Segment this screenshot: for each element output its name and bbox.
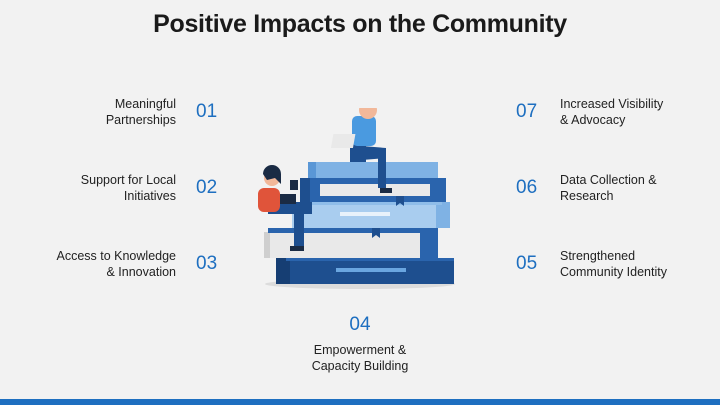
label-line: Initiatives (123, 189, 176, 203)
label-line: Empowerment & (313, 343, 407, 357)
book-top (308, 162, 438, 178)
impact-item-01: Meaningful Partnerships 01 (20, 96, 220, 128)
man-reader (330, 108, 392, 193)
book-fourth (300, 178, 446, 206)
impact-item-04: 04 Empowerment & Capacity Building (260, 314, 460, 374)
impact-label: Meaningful Partnerships (106, 96, 176, 128)
label-line: & Advocacy (560, 113, 626, 127)
impact-item-02: Support for Local Initiatives 02 (20, 172, 220, 204)
impact-item-06: 06 Data Collection & Research (516, 172, 706, 204)
impact-label: Access to Knowledge & Innovation (56, 248, 176, 280)
label-line: Access to Knowledge (56, 249, 176, 263)
impact-label: Increased Visibility & Advocacy (560, 96, 663, 128)
book-third (292, 202, 450, 228)
page-title: Positive Impacts on the Community (153, 10, 567, 38)
label-line: Strengthened (560, 249, 636, 263)
impact-number: 01 (196, 101, 218, 122)
impact-number: 03 (196, 253, 218, 274)
footer-accent-bar (0, 399, 720, 405)
impact-label: Support for Local Initiatives (81, 172, 176, 204)
impact-item-05: 05 Strengthened Community Identity (516, 248, 706, 280)
impact-number: 04 (349, 314, 371, 335)
book-bottom (276, 258, 454, 284)
label-line: & Innovation (106, 265, 177, 279)
impact-number: 05 (516, 253, 538, 274)
impact-item-03: Access to Knowledge & Innovation 03 (20, 248, 220, 280)
label-line: Support for Local (80, 173, 176, 187)
impact-label: Strengthened Community Identity (560, 248, 667, 280)
impact-number: 07 (516, 101, 538, 122)
impact-number: 06 (516, 177, 538, 198)
label-line: Data Collection & (560, 173, 657, 187)
label-line: Meaningful (114, 97, 176, 111)
label-line: Capacity Building (311, 359, 409, 373)
label-line: Partnerships (105, 113, 176, 127)
impact-item-07: 07 Increased Visibility & Advocacy (516, 96, 706, 128)
label-line: Research (560, 189, 614, 203)
impact-label: Empowerment & Capacity Building (260, 342, 460, 374)
impact-number: 02 (196, 177, 218, 198)
label-line: Increased Visibility (560, 97, 664, 111)
book-second (264, 228, 438, 258)
impact-label: Data Collection & Research (560, 172, 657, 204)
books-readers-illustration (258, 108, 455, 289)
label-line: Community Identity (560, 265, 667, 279)
woman-reader (258, 165, 312, 251)
